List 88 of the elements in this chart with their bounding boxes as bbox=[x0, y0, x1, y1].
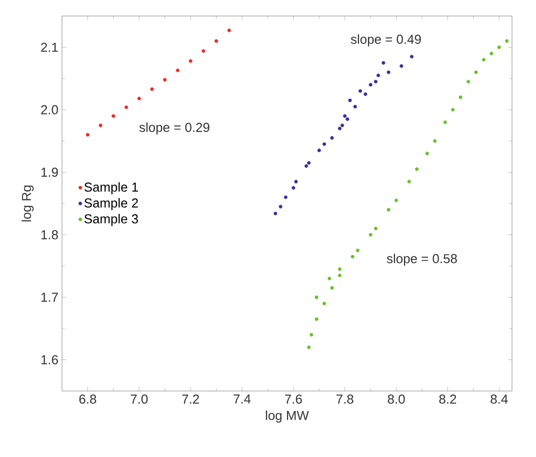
y-tick-label: 1.8 bbox=[41, 230, 58, 240]
point bbox=[188, 59, 192, 63]
point bbox=[474, 70, 478, 74]
point bbox=[386, 70, 390, 74]
x-tick-label: 8.0 bbox=[388, 394, 405, 404]
point bbox=[98, 124, 102, 128]
point bbox=[497, 45, 501, 50]
point bbox=[322, 142, 326, 146]
point bbox=[346, 117, 350, 121]
y-tick-label: 1.7 bbox=[41, 292, 58, 302]
y-tick-label: 1.6 bbox=[41, 355, 58, 364]
point bbox=[330, 286, 334, 290]
point bbox=[214, 39, 218, 43]
point bbox=[458, 95, 462, 100]
point bbox=[356, 248, 360, 252]
point bbox=[124, 105, 128, 110]
point bbox=[451, 108, 455, 112]
legend-label: Sample 2 bbox=[84, 198, 138, 210]
point bbox=[374, 80, 378, 84]
legend-label: Sample 1 bbox=[84, 182, 138, 194]
point bbox=[317, 148, 321, 152]
point bbox=[410, 54, 414, 58]
point bbox=[86, 132, 90, 137]
y-tick-label: 1.9 bbox=[41, 168, 58, 177]
point bbox=[348, 98, 352, 102]
point bbox=[376, 74, 380, 78]
point bbox=[343, 114, 347, 118]
point bbox=[314, 317, 318, 321]
point bbox=[350, 254, 354, 258]
point bbox=[407, 180, 411, 184]
annotation: slope = 0.29 bbox=[139, 122, 210, 135]
point bbox=[425, 152, 429, 156]
point bbox=[433, 139, 437, 143]
point bbox=[176, 68, 180, 72]
point bbox=[358, 89, 362, 93]
x-tick-label: 7.2 bbox=[182, 394, 199, 404]
x-tick-label: 7.0 bbox=[130, 394, 148, 404]
point bbox=[394, 198, 398, 202]
point bbox=[314, 295, 318, 300]
point bbox=[307, 161, 311, 165]
point bbox=[368, 232, 372, 237]
y-tick-label: 2.0 bbox=[41, 105, 58, 114]
point bbox=[294, 180, 298, 184]
point bbox=[304, 164, 308, 168]
point bbox=[443, 120, 447, 124]
point bbox=[338, 126, 342, 130]
point bbox=[163, 78, 167, 82]
x-tick-label: 8.4 bbox=[490, 394, 508, 404]
x-tick-label: 7.4 bbox=[234, 394, 251, 404]
point bbox=[310, 332, 314, 337]
point bbox=[482, 58, 486, 62]
x-tick-label: 6.8 bbox=[79, 394, 96, 404]
point bbox=[505, 39, 509, 43]
point bbox=[307, 345, 311, 350]
point bbox=[364, 92, 368, 96]
point bbox=[202, 49, 206, 53]
point bbox=[340, 124, 344, 128]
point bbox=[415, 167, 419, 171]
point bbox=[338, 274, 342, 278]
point bbox=[150, 87, 154, 91]
point bbox=[137, 96, 141, 100]
annotation: slope = 0.49 bbox=[350, 34, 421, 46]
point bbox=[466, 80, 470, 84]
x-tick-label: 7.8 bbox=[336, 394, 354, 404]
point bbox=[382, 61, 386, 65]
point bbox=[328, 276, 332, 280]
point bbox=[330, 136, 334, 140]
point bbox=[386, 208, 390, 212]
x-tick-label: 8.2 bbox=[439, 394, 456, 404]
point bbox=[338, 267, 342, 271]
point bbox=[284, 195, 288, 200]
point bbox=[292, 186, 296, 190]
point bbox=[374, 226, 378, 230]
point bbox=[112, 114, 116, 118]
point bbox=[368, 82, 372, 87]
legend-label: Sample 3 bbox=[84, 214, 138, 226]
point bbox=[322, 302, 326, 306]
x-axis-title: log MW bbox=[266, 410, 309, 423]
y-axis-title: log Rg bbox=[22, 186, 34, 222]
point bbox=[400, 64, 404, 68]
point bbox=[490, 52, 494, 56]
point bbox=[353, 104, 357, 108]
point bbox=[274, 212, 278, 216]
x-tick-label: 7.6 bbox=[285, 394, 302, 404]
point bbox=[278, 204, 282, 208]
point bbox=[227, 28, 231, 32]
y-tick-label: 2.1 bbox=[41, 42, 58, 52]
annotation: slope = 0.58 bbox=[386, 254, 457, 266]
